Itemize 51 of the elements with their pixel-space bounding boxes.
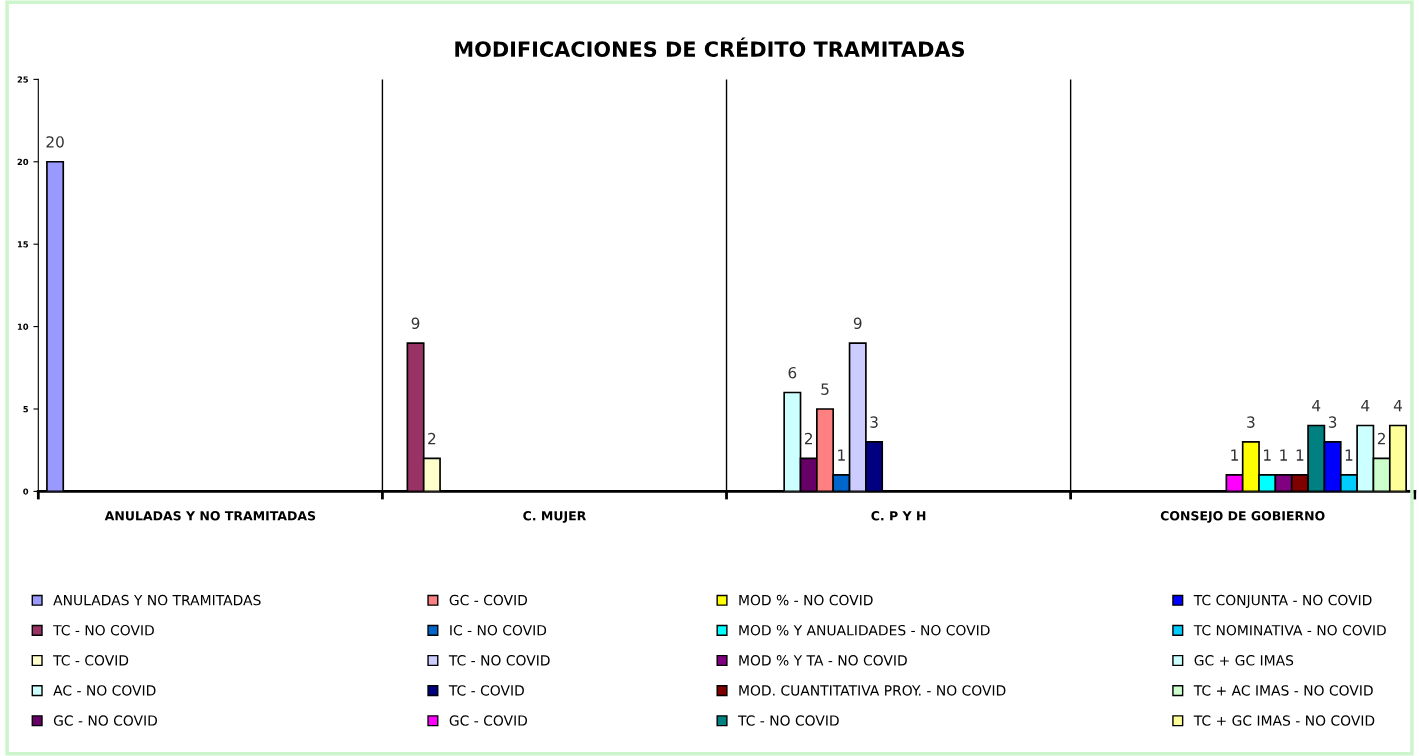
y-tick-label: 20 — [17, 158, 29, 166]
data-label: 1 — [838, 449, 845, 461]
y-tick-label: 5 — [23, 406, 29, 413]
data-label: 3 — [1328, 416, 1337, 428]
legend-label: GC - COVID — [449, 594, 528, 606]
legend-label: TC - NO COVID — [737, 715, 839, 726]
y-tick-label: 0 — [23, 488, 29, 495]
data-label: 4 — [1393, 400, 1402, 412]
x-tick-label: C. P Y H — [871, 511, 926, 521]
y-tick-label: 10 — [17, 323, 29, 330]
legend-label: TC + GC IMAS - NO COVID — [1193, 715, 1375, 726]
legend-label: IC - NO COVID — [450, 624, 547, 636]
data-label: 4 — [1312, 400, 1321, 412]
x-tick-label: C. MUJER — [523, 511, 587, 523]
legend-label: MOD % Y TA - NO COVID — [739, 655, 907, 666]
data-label: 2 — [428, 432, 436, 445]
data-label: 2 — [1377, 432, 1385, 445]
legend-label: TC CONJUNTA - NO COVID — [1193, 594, 1372, 608]
data-label: 1 — [1280, 449, 1287, 461]
data-label: 1 — [1231, 449, 1238, 461]
x-tick-label: CONSEJO DE GOBIERNO — [1160, 511, 1325, 523]
y-tick-label: 15 — [17, 241, 29, 248]
legend-label: GC - COVID — [449, 715, 528, 726]
chart-title: MODIFICACIONES DE CRÉDITO TRAMITADAS — [455, 37, 965, 57]
data-label: 3 — [870, 416, 878, 428]
legend-label: GC - NO COVID — [53, 715, 158, 726]
legend-label: ANULADAS Y NO TRAMITADAS — [53, 594, 261, 606]
legend-label: TC - COVID — [448, 685, 524, 696]
legend-label: TC - COVID — [53, 655, 129, 666]
legend-label: TC - NO COVID — [448, 655, 550, 666]
legend-label: TC NOMINATIVA - NO COVID — [1193, 624, 1386, 636]
data-label: 1 — [1296, 449, 1304, 461]
data-label: 20 — [46, 136, 64, 148]
legend-label: MOD. CUANTITATIVA PROY. - NO COVID — [739, 685, 1006, 696]
legend-label: MOD % - NO COVID — [739, 594, 873, 606]
x-tick-label: ANULADAS Y NO TRAMITADAS — [104, 511, 316, 521]
data-label: 3 — [1247, 416, 1255, 428]
legend-label: AC - NO COVID — [53, 685, 156, 696]
data-label: 5 — [821, 383, 829, 395]
legend-label: GC + GC IMAS — [1194, 655, 1294, 666]
data-label: 1 — [1345, 449, 1353, 461]
data-label: 9 — [411, 317, 420, 329]
data-label: 9 — [853, 317, 862, 329]
legend-label: TC - NO COVID — [53, 624, 154, 636]
data-label: 6 — [788, 366, 797, 379]
data-label: 4 — [1361, 400, 1370, 412]
y-tick-label: 25 — [17, 76, 29, 83]
data-label: 2 — [804, 432, 813, 445]
legend-label: MOD % Y ANUALIDADES - NO COVID — [739, 624, 990, 636]
legend-label: TC + AC IMAS - NO COVID — [1193, 685, 1373, 696]
data-label: 1 — [1264, 449, 1271, 461]
